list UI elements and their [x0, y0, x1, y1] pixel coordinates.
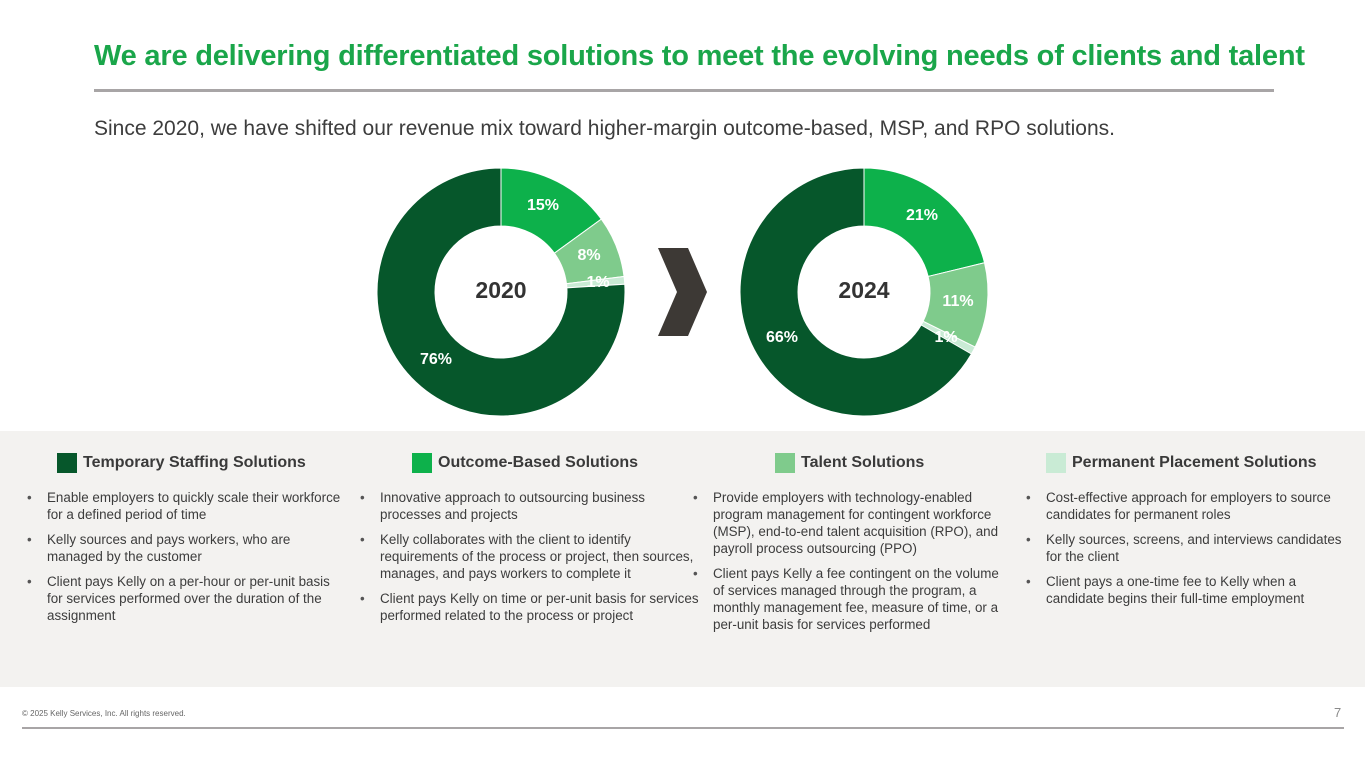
chevron-right-icon — [658, 248, 707, 336]
bullet-item: Innovative approach to outsourcing busin… — [360, 489, 702, 523]
bullet-list: Enable employers to quickly scale their … — [27, 489, 342, 624]
legend-swatch — [1046, 453, 1066, 473]
title-divider — [94, 89, 1274, 92]
data-label: 1% — [934, 329, 957, 346]
data-label: 66% — [766, 329, 798, 346]
legend-swatch — [775, 453, 795, 473]
copyright-notice: © 2025 Kelly Services, Inc. All rights r… — [22, 709, 186, 718]
data-label: 15% — [527, 197, 559, 214]
bullet-item: Provide employers with technology-enable… — [693, 489, 1003, 557]
bullet-item: Cost-effective approach for employers to… — [1026, 489, 1346, 523]
solutions-panel: Temporary Staffing Solutions Enable empl… — [0, 431, 1365, 687]
donut-slice-temporary-staffing-solutions — [376, 167, 626, 417]
legend-swatch — [57, 453, 77, 473]
data-label: 1% — [586, 274, 609, 291]
legend-item-permanent: Permanent Placement Solutions — [1046, 451, 1346, 475]
donut-center-label: 2024 — [838, 277, 889, 303]
solution-column-permanent: Permanent Placement Solutions Cost-effec… — [1026, 451, 1346, 615]
bullet-list: Cost-effective approach for employers to… — [1026, 489, 1346, 607]
legend-label: Permanent Placement Solutions — [1072, 454, 1317, 471]
footer-divider — [22, 727, 1344, 729]
bullet-item: Client pays Kelly a fee contingent on th… — [693, 565, 1003, 633]
donut-center-label: 2020 — [475, 277, 526, 303]
data-label: 76% — [420, 351, 452, 368]
solution-column-outcome: Outcome-Based Solutions Innovative appro… — [360, 451, 702, 632]
legend-item-talent: Talent Solutions — [775, 451, 1025, 475]
revenue-mix-charts: 15% 8% 1% 76% 2020 21% 11% 1% 66% 2024 — [376, 167, 989, 417]
legend-item-temporary: Temporary Staffing Solutions — [57, 451, 342, 475]
page-subtitle: Since 2020, we have shifted our revenue … — [94, 117, 1115, 140]
legend-label: Outcome-Based Solutions — [438, 454, 639, 471]
bullet-item: Client pays a one-time fee to Kelly when… — [1026, 573, 1346, 607]
donut-slice-outcome-based-solutions — [863, 167, 986, 278]
data-label: 8% — [577, 247, 600, 264]
donut-chart-2024: 21% 11% 1% 66% 2024 — [739, 167, 989, 417]
bullet-item: Enable employers to quickly scale their … — [27, 489, 342, 523]
bullet-item: Client pays Kelly on a per-hour or per-u… — [27, 573, 342, 624]
data-label: 11% — [942, 293, 973, 310]
page-title: We are delivering differentiated solutio… — [94, 40, 1305, 72]
data-label: 21% — [906, 207, 938, 224]
bullet-item: Kelly collaborates with the client to id… — [360, 531, 702, 582]
bullet-list: Provide employers with technology-enable… — [693, 489, 1003, 633]
solution-column-talent: Talent Solutions Provide employers with … — [693, 451, 1025, 641]
legend-item-outcome: Outcome-Based Solutions — [412, 451, 702, 475]
legend-swatch — [412, 453, 432, 473]
bullet-item: Client pays Kelly on time or per-unit ba… — [360, 590, 702, 624]
legend-label: Temporary Staffing Solutions — [83, 454, 306, 471]
solution-column-temporary: Temporary Staffing Solutions Enable empl… — [27, 451, 342, 632]
bullet-item: Kelly sources and pays workers, who are … — [27, 531, 342, 565]
bullet-item: Kelly sources, screens, and interviews c… — [1026, 531, 1346, 565]
donut-chart-2020: 15% 8% 1% 76% 2020 — [376, 167, 626, 417]
page-number: 7 — [1334, 705, 1342, 720]
donut-slice-temporary-staffing-solutions — [739, 167, 973, 417]
bullet-list: Innovative approach to outsourcing busin… — [360, 489, 702, 624]
legend-label: Talent Solutions — [801, 454, 925, 471]
